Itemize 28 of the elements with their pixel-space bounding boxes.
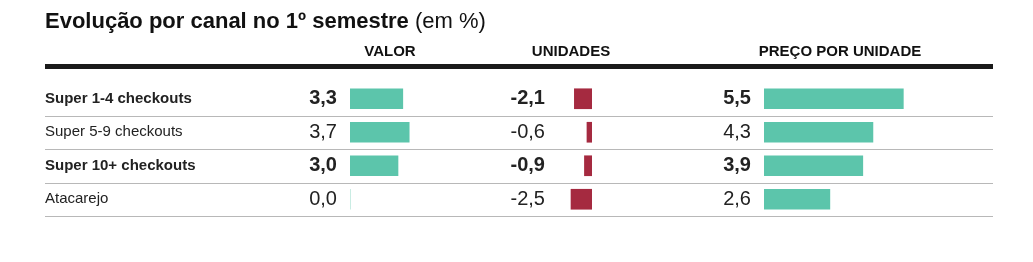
- bar: [764, 188, 831, 210]
- data-label: 0,0: [309, 186, 337, 209]
- x-axis-title: PREÇO POR UNIDADE: [757, 42, 923, 59]
- data-label: -0,9: [510, 153, 545, 176]
- bar: [350, 155, 399, 177]
- y-tick-label: Atacarejo: [45, 189, 109, 207]
- x-axis-title: UNIDADES: [530, 42, 612, 59]
- data-label: -2,1: [510, 86, 545, 109]
- y-tick-label: Super 5-9 checkouts: [45, 122, 183, 140]
- bar: [350, 88, 404, 110]
- chart-title: Evolução por canal no 1º semestre: [45, 8, 409, 33]
- bar: [764, 121, 874, 143]
- bar: [350, 121, 410, 143]
- x-axis-title: VALOR: [364, 42, 416, 59]
- data-label: -0,6: [510, 119, 545, 142]
- data-label: 3,7: [309, 119, 337, 142]
- data-label: 3,0: [309, 153, 337, 176]
- data-label: -2,5: [510, 186, 545, 209]
- bar: [764, 88, 904, 110]
- data-label: 5,5: [723, 86, 751, 109]
- bar: [764, 155, 864, 177]
- data-label: 2,6: [723, 186, 751, 209]
- data-label: 3,3: [309, 86, 337, 109]
- chart-subtitle: (em %): [413, 8, 486, 33]
- data-label: 4,3: [723, 119, 751, 142]
- y-tick-label: Super 1-4 checkouts: [45, 88, 192, 106]
- data-label: 3,9: [723, 153, 751, 176]
- y-tick-label: Super 10+ checkouts: [45, 155, 196, 173]
